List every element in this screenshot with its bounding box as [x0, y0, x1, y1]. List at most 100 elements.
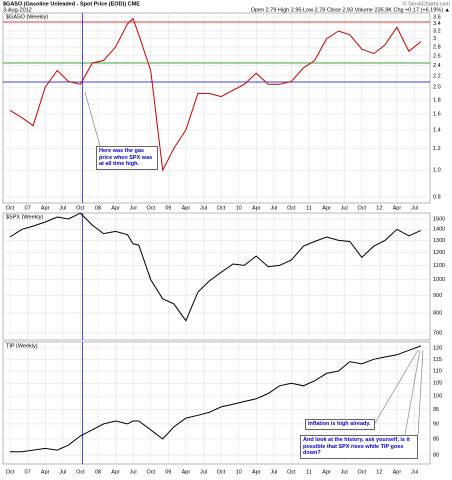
x-tick-label: 08	[95, 469, 101, 475]
x-tick-label: Oct	[287, 469, 296, 475]
pointer	[374, 349, 419, 424]
x-tick-label: 09	[165, 205, 171, 211]
y-tick-label: 1.6	[433, 111, 441, 117]
x-tick-label: Jul	[59, 205, 66, 211]
y-tick-label: 1.8	[433, 97, 441, 103]
y-tick-label: 1000	[433, 277, 445, 283]
x-tick-label: Apr	[182, 469, 191, 475]
y-tick-label: 85	[433, 436, 439, 442]
x-tick-label: Jul	[411, 205, 418, 211]
y-tick-label: 110	[433, 368, 442, 374]
price-line	[9, 212, 422, 322]
pointer	[84, 91, 101, 147]
x-tick-label: 11	[306, 469, 312, 475]
x-tick-label: Jul	[130, 469, 137, 475]
panel	[2, 212, 431, 341]
x-tick-label: Apr	[393, 205, 402, 211]
y-tick-label: 3.2	[433, 28, 441, 34]
pointer	[404, 349, 421, 436]
panel-title: $GASO (Weekly)	[6, 14, 48, 20]
y-tick-label: 1500	[433, 216, 445, 222]
x-tick-label: Jul	[411, 469, 418, 475]
y-tick-label: 2.8	[433, 44, 441, 50]
x-tick-label: Apr	[252, 469, 261, 475]
x-tick-label: Apr	[322, 205, 331, 211]
source: © StockCharts.com	[403, 0, 451, 7]
y-tick-label: 1.0	[433, 168, 441, 174]
x-tick-label: Oct	[146, 205, 155, 211]
y-tick-label: 90	[433, 421, 439, 427]
x-tick-label: Apr	[111, 469, 120, 475]
x-tick-label: Jul	[200, 469, 207, 475]
y-tick-label: 1.4	[433, 127, 441, 133]
x-tick-label: Jul	[270, 469, 277, 475]
y-tick-label: 120	[433, 346, 442, 352]
x-tick-label: 10	[236, 469, 242, 475]
y-tick-label: 105	[433, 381, 442, 387]
price-line	[9, 17, 422, 172]
x-tick-label: 12	[376, 469, 382, 475]
y-tick-label: 800	[433, 310, 442, 316]
y-tick-label: 3.6	[433, 14, 441, 20]
y-tick-label: 2.4	[433, 63, 441, 69]
x-tick-label: 08	[95, 205, 101, 211]
x-tick-label: 09	[165, 469, 171, 475]
x-tick-label: Apr	[41, 205, 50, 211]
x-tick-label: Oct	[76, 469, 85, 475]
x-tick-label: Jul	[130, 205, 137, 211]
quote: Open 2.79 High 2.95 Low 2.78 Close 2.93 …	[251, 7, 450, 13]
x-tick-label: Oct	[6, 205, 15, 211]
y-tick-label: 900	[433, 293, 442, 299]
y-tick-label: 3	[433, 36, 436, 42]
y-tick-label: 1200	[433, 250, 445, 256]
pointer	[417, 349, 424, 436]
x-tick-label: Apr	[182, 205, 191, 211]
x-tick-label: Oct	[357, 469, 366, 475]
x-tick-label: Jul	[270, 205, 277, 211]
x-tick-label: Jul	[59, 469, 66, 475]
y-tick-label: 1.2	[433, 146, 441, 152]
panel-title: TIP (Weekly)	[6, 343, 38, 349]
x-tick-label: Jul	[200, 205, 207, 211]
y-tick-label: 1100	[433, 263, 445, 269]
annotation: Here was the gas price when SPX was at a…	[96, 146, 158, 170]
y-tick-label: 2.2	[433, 73, 441, 79]
x-tick-label: 07	[25, 205, 31, 211]
x-tick-label: Apr	[252, 205, 261, 211]
date: 3-Aug-2012	[3, 7, 32, 13]
x-tick-label: 10	[236, 205, 242, 211]
y-tick-label: 2.6	[433, 53, 441, 59]
x-tick-label: Apr	[393, 469, 402, 475]
y-tick-label: 2.0	[433, 85, 441, 91]
x-tick-label: Oct	[76, 205, 85, 211]
x-tick-label: Oct	[357, 205, 366, 211]
x-tick-label: Jul	[341, 469, 348, 475]
x-tick-label: Oct	[217, 205, 226, 211]
y-tick-label: 1300	[433, 238, 445, 244]
x-tick-label: 11	[306, 205, 312, 211]
x-tick-label: Apr	[41, 469, 50, 475]
y-tick-label: 115	[433, 357, 442, 363]
annotation: Inflation is high already.	[305, 419, 375, 430]
annotation: And look at the history, ask yourself, i…	[300, 435, 418, 459]
chart-title: $GASO (Gasoline Unleaded - Spot Price (E…	[3, 1, 140, 7]
y-tick-label: 3.4	[433, 21, 441, 27]
x-tick-label: Apr	[322, 469, 331, 475]
y-tick-label: 100	[433, 394, 442, 400]
x-tick-label: 07	[25, 469, 31, 475]
y-tick-label: 80	[433, 452, 439, 458]
y-tick-label: 95	[433, 407, 439, 413]
y-tick-label: 1400	[433, 227, 445, 233]
x-tick-label: Jul	[341, 205, 348, 211]
x-tick-label: Oct	[287, 205, 296, 211]
panel-title: $SPX (Weekly)	[6, 214, 43, 220]
y-tick-label: 700	[433, 330, 442, 336]
x-tick-label: 12	[376, 205, 382, 211]
y-tick-label: 0.8	[433, 194, 441, 200]
panel	[2, 12, 431, 204]
price-line	[10, 345, 422, 453]
x-tick-label: Oct	[146, 469, 155, 475]
x-tick-label: Oct	[217, 469, 226, 475]
